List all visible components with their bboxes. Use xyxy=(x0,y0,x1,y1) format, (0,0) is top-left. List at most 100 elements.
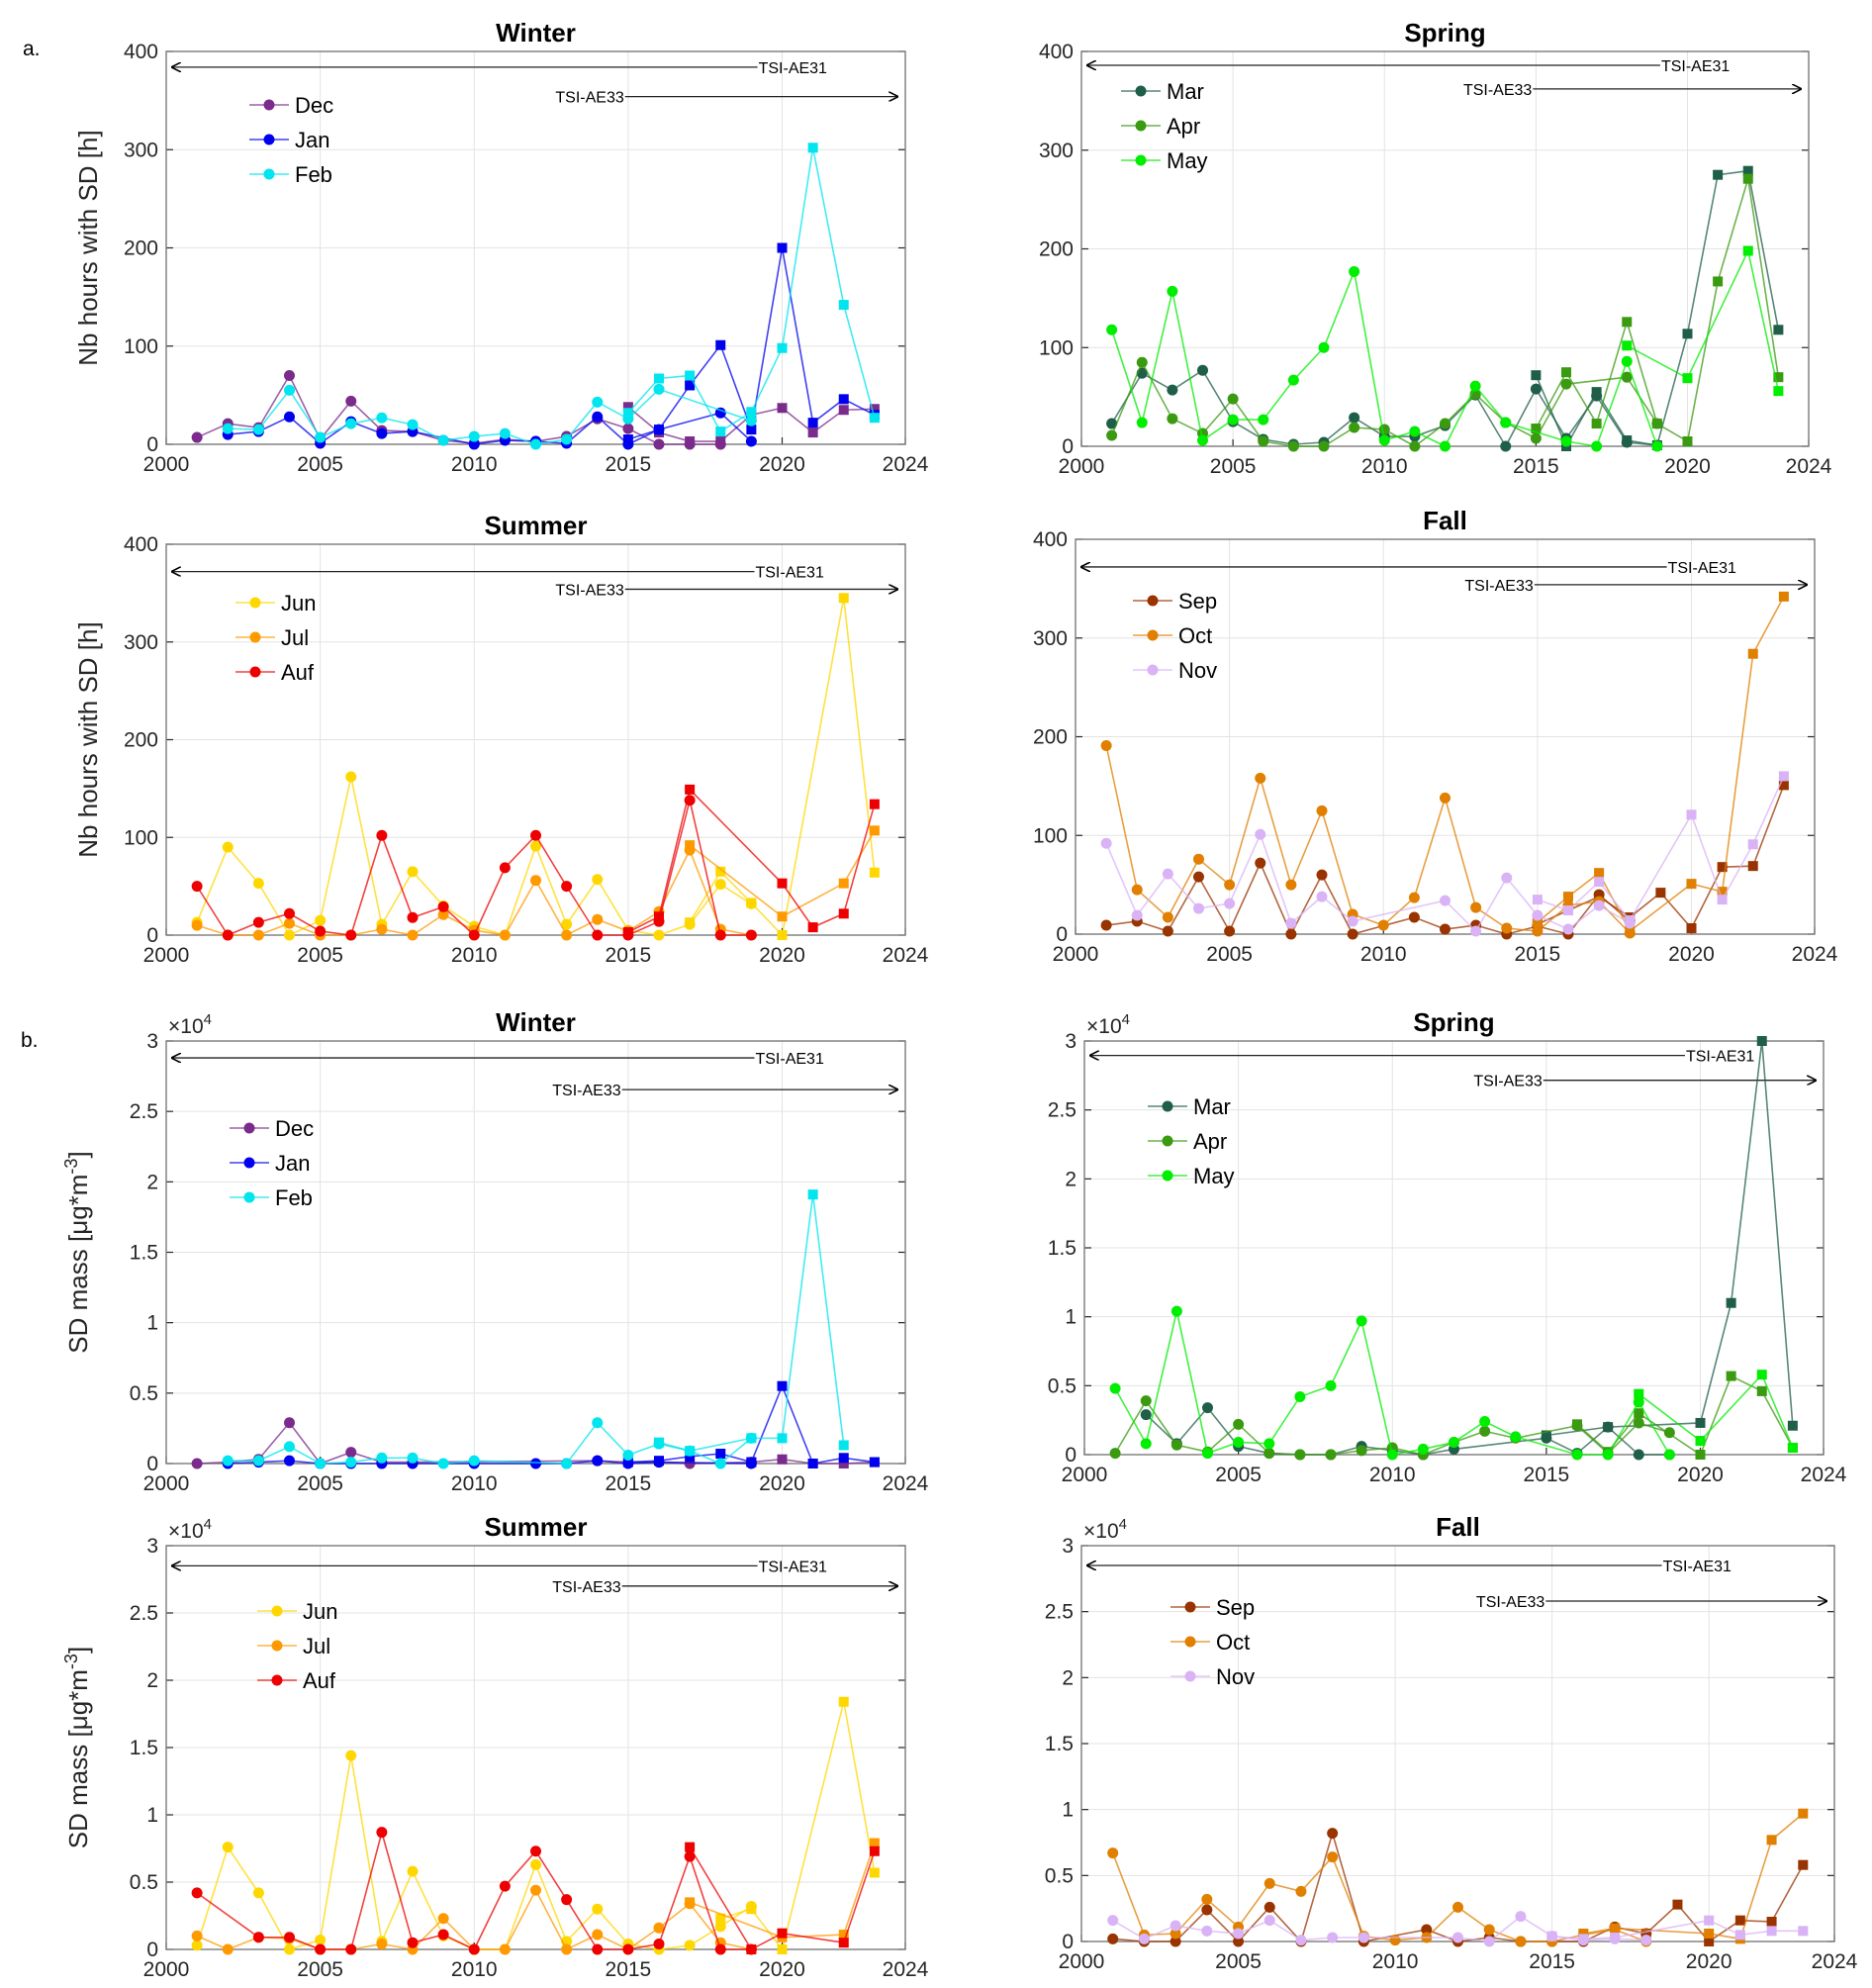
y-tick-label: 1.5 xyxy=(130,1242,158,1265)
legend-label: Apr xyxy=(1167,114,1200,139)
x-tick-label: 2005 xyxy=(297,1472,343,1495)
series-line-ae33 xyxy=(1638,1373,1794,1449)
data-point-ae31 xyxy=(561,1943,573,1955)
y-tick-label: 0 xyxy=(146,1453,158,1475)
legend-label: Feb xyxy=(275,1185,313,1210)
data-point-ae31 xyxy=(530,1458,541,1469)
data-point-ae33 xyxy=(1622,317,1633,328)
data-point-ae31 xyxy=(1510,1431,1522,1443)
data-point-ae33 xyxy=(622,927,633,938)
x-tick-label: 2010 xyxy=(451,453,498,476)
x-tick-label: 2020 xyxy=(759,1958,805,1981)
data-point-ae33 xyxy=(838,593,849,604)
data-point-ae31 xyxy=(1264,1915,1275,1927)
data-point-ae33 xyxy=(1717,862,1728,873)
x-tick-label: 2010 xyxy=(1372,1950,1419,1973)
data-point-ae33 xyxy=(1563,892,1573,902)
data-point-ae31 xyxy=(1140,1409,1152,1421)
y-axis-label-main: SD mass [μg*m xyxy=(63,1669,93,1848)
x-tick-label: 2024 xyxy=(883,453,929,476)
ae31-label: TSI-AE31 xyxy=(1661,58,1730,75)
legend-label: May xyxy=(1167,148,1208,173)
y-axis-label-main: Nb hours with SD [h] xyxy=(73,130,103,365)
y-tick-label: 100 xyxy=(1033,824,1068,847)
exponent-base: ×10 xyxy=(1086,1015,1122,1038)
data-point-ae31 xyxy=(561,918,573,930)
data-point-ae33 xyxy=(685,784,696,795)
x-tick-label: 2015 xyxy=(606,944,652,967)
x-tick-label: 2005 xyxy=(1215,1464,1262,1486)
legend-marker xyxy=(1135,85,1147,97)
data-point-ae33 xyxy=(777,403,788,414)
data-point-ae31 xyxy=(1197,364,1208,376)
data-point-ae31 xyxy=(561,433,573,445)
data-point-ae31 xyxy=(1602,1449,1614,1461)
data-point-ae31 xyxy=(684,1850,696,1862)
data-point-ae31 xyxy=(1483,1924,1495,1936)
y-tick-label: 3 xyxy=(1065,1030,1076,1053)
legend-marker xyxy=(1184,1601,1196,1613)
ae31-label: TSI-AE31 xyxy=(759,60,827,77)
exponent-power: 4 xyxy=(1122,1011,1130,1028)
data-point-ae31 xyxy=(1106,429,1118,441)
data-point-ae31 xyxy=(499,427,511,439)
data-point-ae31 xyxy=(222,841,234,853)
y-tick-label: 0 xyxy=(1065,1444,1076,1467)
x-tick-label: 2024 xyxy=(883,1958,929,1981)
data-point-ae31 xyxy=(653,383,665,395)
data-point-ae31 xyxy=(1201,1904,1213,1916)
data-point-ae33 xyxy=(1756,1036,1767,1046)
legend-marker xyxy=(243,1191,255,1203)
data-point-ae31 xyxy=(1633,1417,1644,1429)
series-line-ae31 xyxy=(1105,832,1631,933)
data-point-ae33 xyxy=(1778,591,1789,602)
data-point-ae31 xyxy=(1515,1911,1527,1923)
data-point-ae33 xyxy=(807,1459,818,1468)
legend-label: Apr xyxy=(1193,1129,1227,1154)
data-point-ae31 xyxy=(1106,324,1118,335)
data-point-ae31 xyxy=(284,907,295,919)
x-tick-label: 2010 xyxy=(451,1958,498,1981)
data-point-ae31 xyxy=(1356,1445,1367,1457)
y-tick-label: 1 xyxy=(146,1312,158,1335)
data-point-ae33 xyxy=(1622,340,1633,351)
y-axis-label-superscript: -3 xyxy=(61,1654,81,1669)
x-tick-label: 2010 xyxy=(451,1472,498,1495)
panel-summer-hours: 2000 2005 2010 2015 2020 2024 0 100 200 300 400 Sum… xyxy=(73,511,929,967)
data-point-ae31 xyxy=(1479,1425,1491,1437)
data-point-ae33 xyxy=(1563,905,1573,916)
data-point-ae33 xyxy=(807,142,818,153)
data-point-ae33 xyxy=(869,1867,880,1878)
data-point-ae31 xyxy=(1663,1449,1675,1461)
data-point-ae33 xyxy=(777,342,788,353)
data-point-ae31 xyxy=(561,881,573,893)
data-point-ae31 xyxy=(1170,1936,1181,1947)
data-point-ae31 xyxy=(1347,915,1358,927)
data-point-ae31 xyxy=(1347,928,1358,940)
data-point-ae33 xyxy=(1686,809,1697,820)
data-point-ae33 xyxy=(1695,1417,1706,1428)
data-point-ae31 xyxy=(376,1827,388,1839)
data-point-ae33 xyxy=(807,922,818,933)
legend-item-mar: Mar xyxy=(1121,79,1204,104)
x-tick-label: 2015 xyxy=(1524,1464,1570,1486)
data-point-ae33 xyxy=(777,1380,788,1391)
x-tick-label: 2010 xyxy=(1361,455,1408,478)
legend-marker xyxy=(249,597,261,609)
x-tick-label: 2000 xyxy=(143,453,190,476)
data-point-ae33 xyxy=(685,917,696,928)
data-point-ae33 xyxy=(807,1189,818,1200)
data-point-ae31 xyxy=(252,1887,264,1899)
data-point-ae33 xyxy=(622,1457,633,1467)
panel-fall-hours: 2000 2005 2010 2015 2020 2024 0 100 200 300 400 Fal… xyxy=(1033,506,1838,966)
y-exponent-label: ×104 xyxy=(1083,1516,1127,1543)
y-tick-label: 0 xyxy=(1056,923,1068,946)
data-point-ae31 xyxy=(1224,879,1236,891)
data-point-ae31 xyxy=(191,1940,203,1951)
data-point-ae31 xyxy=(1109,1448,1121,1460)
data-point-ae33 xyxy=(869,404,880,415)
legend-marker xyxy=(1162,1135,1173,1147)
legend-item-oct: Oct xyxy=(1170,1630,1250,1655)
data-point-ae33 xyxy=(1655,888,1666,899)
legend-marker xyxy=(271,1674,283,1686)
